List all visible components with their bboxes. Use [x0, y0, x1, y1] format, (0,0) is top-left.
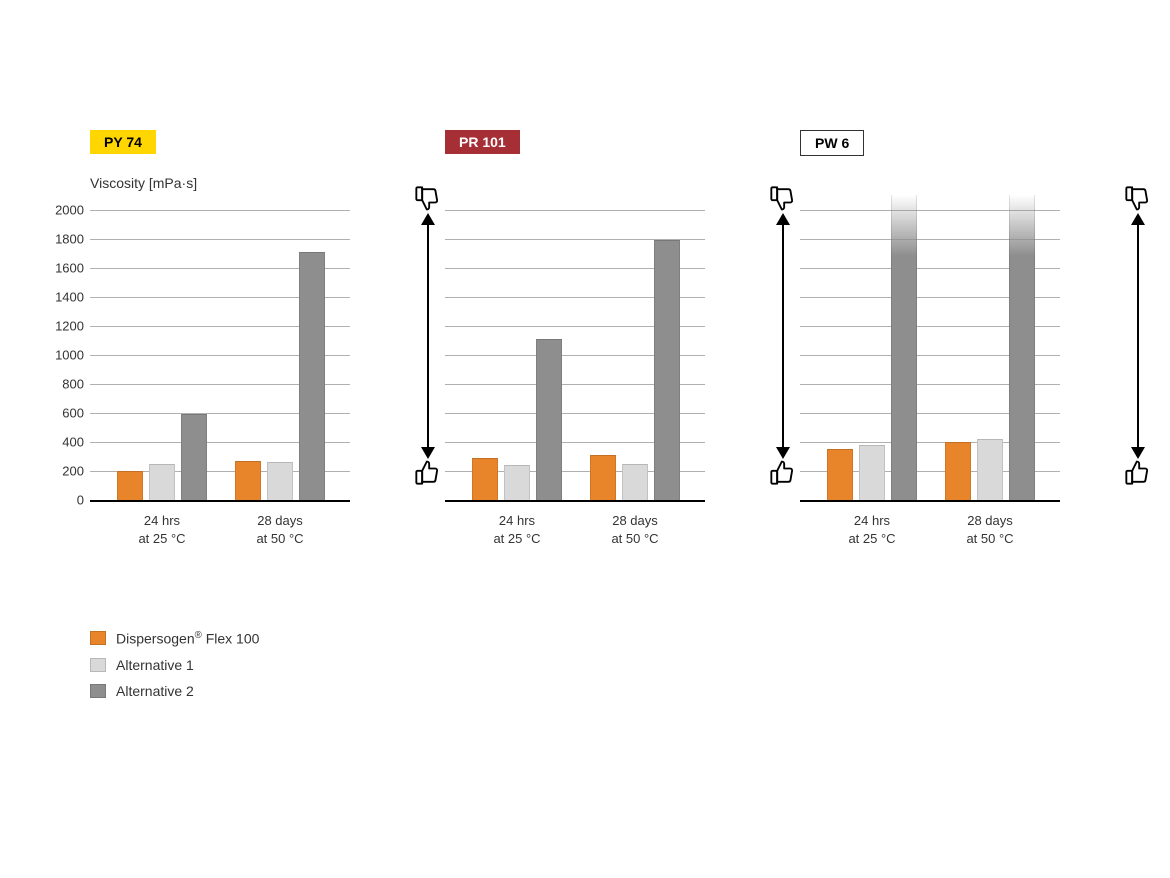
- baseline: [90, 500, 350, 502]
- gridline: [445, 210, 705, 211]
- x-group-label: 28 daysat 50 °C: [235, 512, 325, 547]
- quality-indicator: [1118, 195, 1158, 500]
- y-tick-label: 600: [62, 405, 84, 420]
- legend-item-dispersogen: Dispersogen® Flex 100: [90, 630, 259, 647]
- thumbs-down-icon: [769, 185, 797, 213]
- y-tick-label: 1800: [55, 231, 84, 246]
- thumbs-up-icon: [414, 458, 442, 486]
- bar-alt1: [977, 439, 1003, 500]
- legend-label: Alternative 1: [116, 657, 194, 673]
- legend-swatch: [90, 631, 106, 645]
- arrow-head-up: [1131, 213, 1145, 225]
- arrow-head-down: [1131, 447, 1145, 459]
- x-group-label: 24 hrsat 25 °C: [472, 512, 562, 547]
- bar-alt1: [504, 465, 530, 500]
- bar-alt2: [1009, 195, 1035, 500]
- chart-panel-pw6: PW 624 hrsat 25 °C28 daysat 50 °C: [800, 170, 1110, 500]
- y-tick-label: 200: [62, 463, 84, 478]
- thumbs-up-icon: [769, 458, 797, 486]
- baseline: [800, 500, 1060, 502]
- bar-alt2: [891, 195, 917, 500]
- gridline: [90, 210, 350, 211]
- arrow-line: [427, 224, 429, 448]
- bar-alt2: [181, 414, 207, 500]
- legend-swatch: [90, 658, 106, 672]
- arrow-head-up: [776, 213, 790, 225]
- bar-dispersogen: [472, 458, 498, 500]
- bar-dispersogen: [945, 442, 971, 500]
- y-tick-label: 2000: [55, 202, 84, 217]
- plot-area: 24 hrsat 25 °C28 daysat 50 °C: [800, 195, 1060, 500]
- x-group-label: 28 daysat 50 °C: [945, 512, 1035, 547]
- x-group-label: 24 hrsat 25 °C: [117, 512, 207, 547]
- charts-row: PY 74Viscosity [mPa·s]020040060080010001…: [90, 170, 1110, 500]
- arrow-line: [1137, 224, 1139, 448]
- baseline: [445, 500, 705, 502]
- plot-area: 020040060080010001200140016001800200024 …: [90, 195, 350, 500]
- chart-panel-pr101: PR 10124 hrsat 25 °C28 daysat 50 °C: [445, 170, 755, 500]
- y-tick-label: 1600: [55, 260, 84, 275]
- legend-item-alt1: Alternative 1: [90, 657, 259, 673]
- arrow-line: [782, 224, 784, 448]
- bar-alt1: [622, 464, 648, 500]
- pigment-badge: PY 74: [90, 130, 156, 154]
- pigment-badge: PR 101: [445, 130, 520, 154]
- quality-indicator: [763, 195, 803, 500]
- thumbs-up-icon: [1124, 458, 1152, 486]
- bar-alt1: [267, 462, 293, 500]
- chart-panel-py74: PY 74Viscosity [mPa·s]020040060080010001…: [90, 170, 400, 500]
- bar-alt2: [299, 252, 325, 500]
- y-tick-label: 1200: [55, 318, 84, 333]
- legend-swatch: [90, 684, 106, 698]
- pigment-badge: PW 6: [800, 130, 864, 156]
- x-group-label: 24 hrsat 25 °C: [827, 512, 917, 547]
- bar-alt2: [536, 339, 562, 500]
- bar-alt1: [859, 445, 885, 500]
- arrow-head-down: [421, 447, 435, 459]
- y-tick-label: 0: [77, 493, 84, 508]
- thumbs-down-icon: [414, 185, 442, 213]
- legend-item-alt2: Alternative 2: [90, 683, 259, 699]
- legend-label: Dispersogen® Flex 100: [116, 630, 259, 647]
- x-group-label: 28 daysat 50 °C: [590, 512, 680, 547]
- bar-dispersogen: [827, 449, 853, 500]
- arrow-head-down: [776, 447, 790, 459]
- plot-area: 24 hrsat 25 °C28 daysat 50 °C: [445, 195, 705, 500]
- bar-dispersogen: [235, 461, 261, 500]
- bar-alt1: [149, 464, 175, 500]
- bar-dispersogen: [590, 455, 616, 500]
- bar-dispersogen: [117, 471, 143, 500]
- y-tick-label: 400: [62, 434, 84, 449]
- y-tick-label: 1000: [55, 347, 84, 362]
- y-axis-title: Viscosity [mPa·s]: [90, 175, 197, 191]
- legend-label: Alternative 2: [116, 683, 194, 699]
- bar-alt2: [654, 240, 680, 500]
- y-tick-label: 800: [62, 376, 84, 391]
- gridline: [90, 239, 350, 240]
- legend: Dispersogen® Flex 100 Alternative 1 Altern…: [90, 630, 259, 709]
- thumbs-down-icon: [1124, 185, 1152, 213]
- quality-indicator: [408, 195, 448, 500]
- arrow-head-up: [421, 213, 435, 225]
- y-tick-label: 1400: [55, 289, 84, 304]
